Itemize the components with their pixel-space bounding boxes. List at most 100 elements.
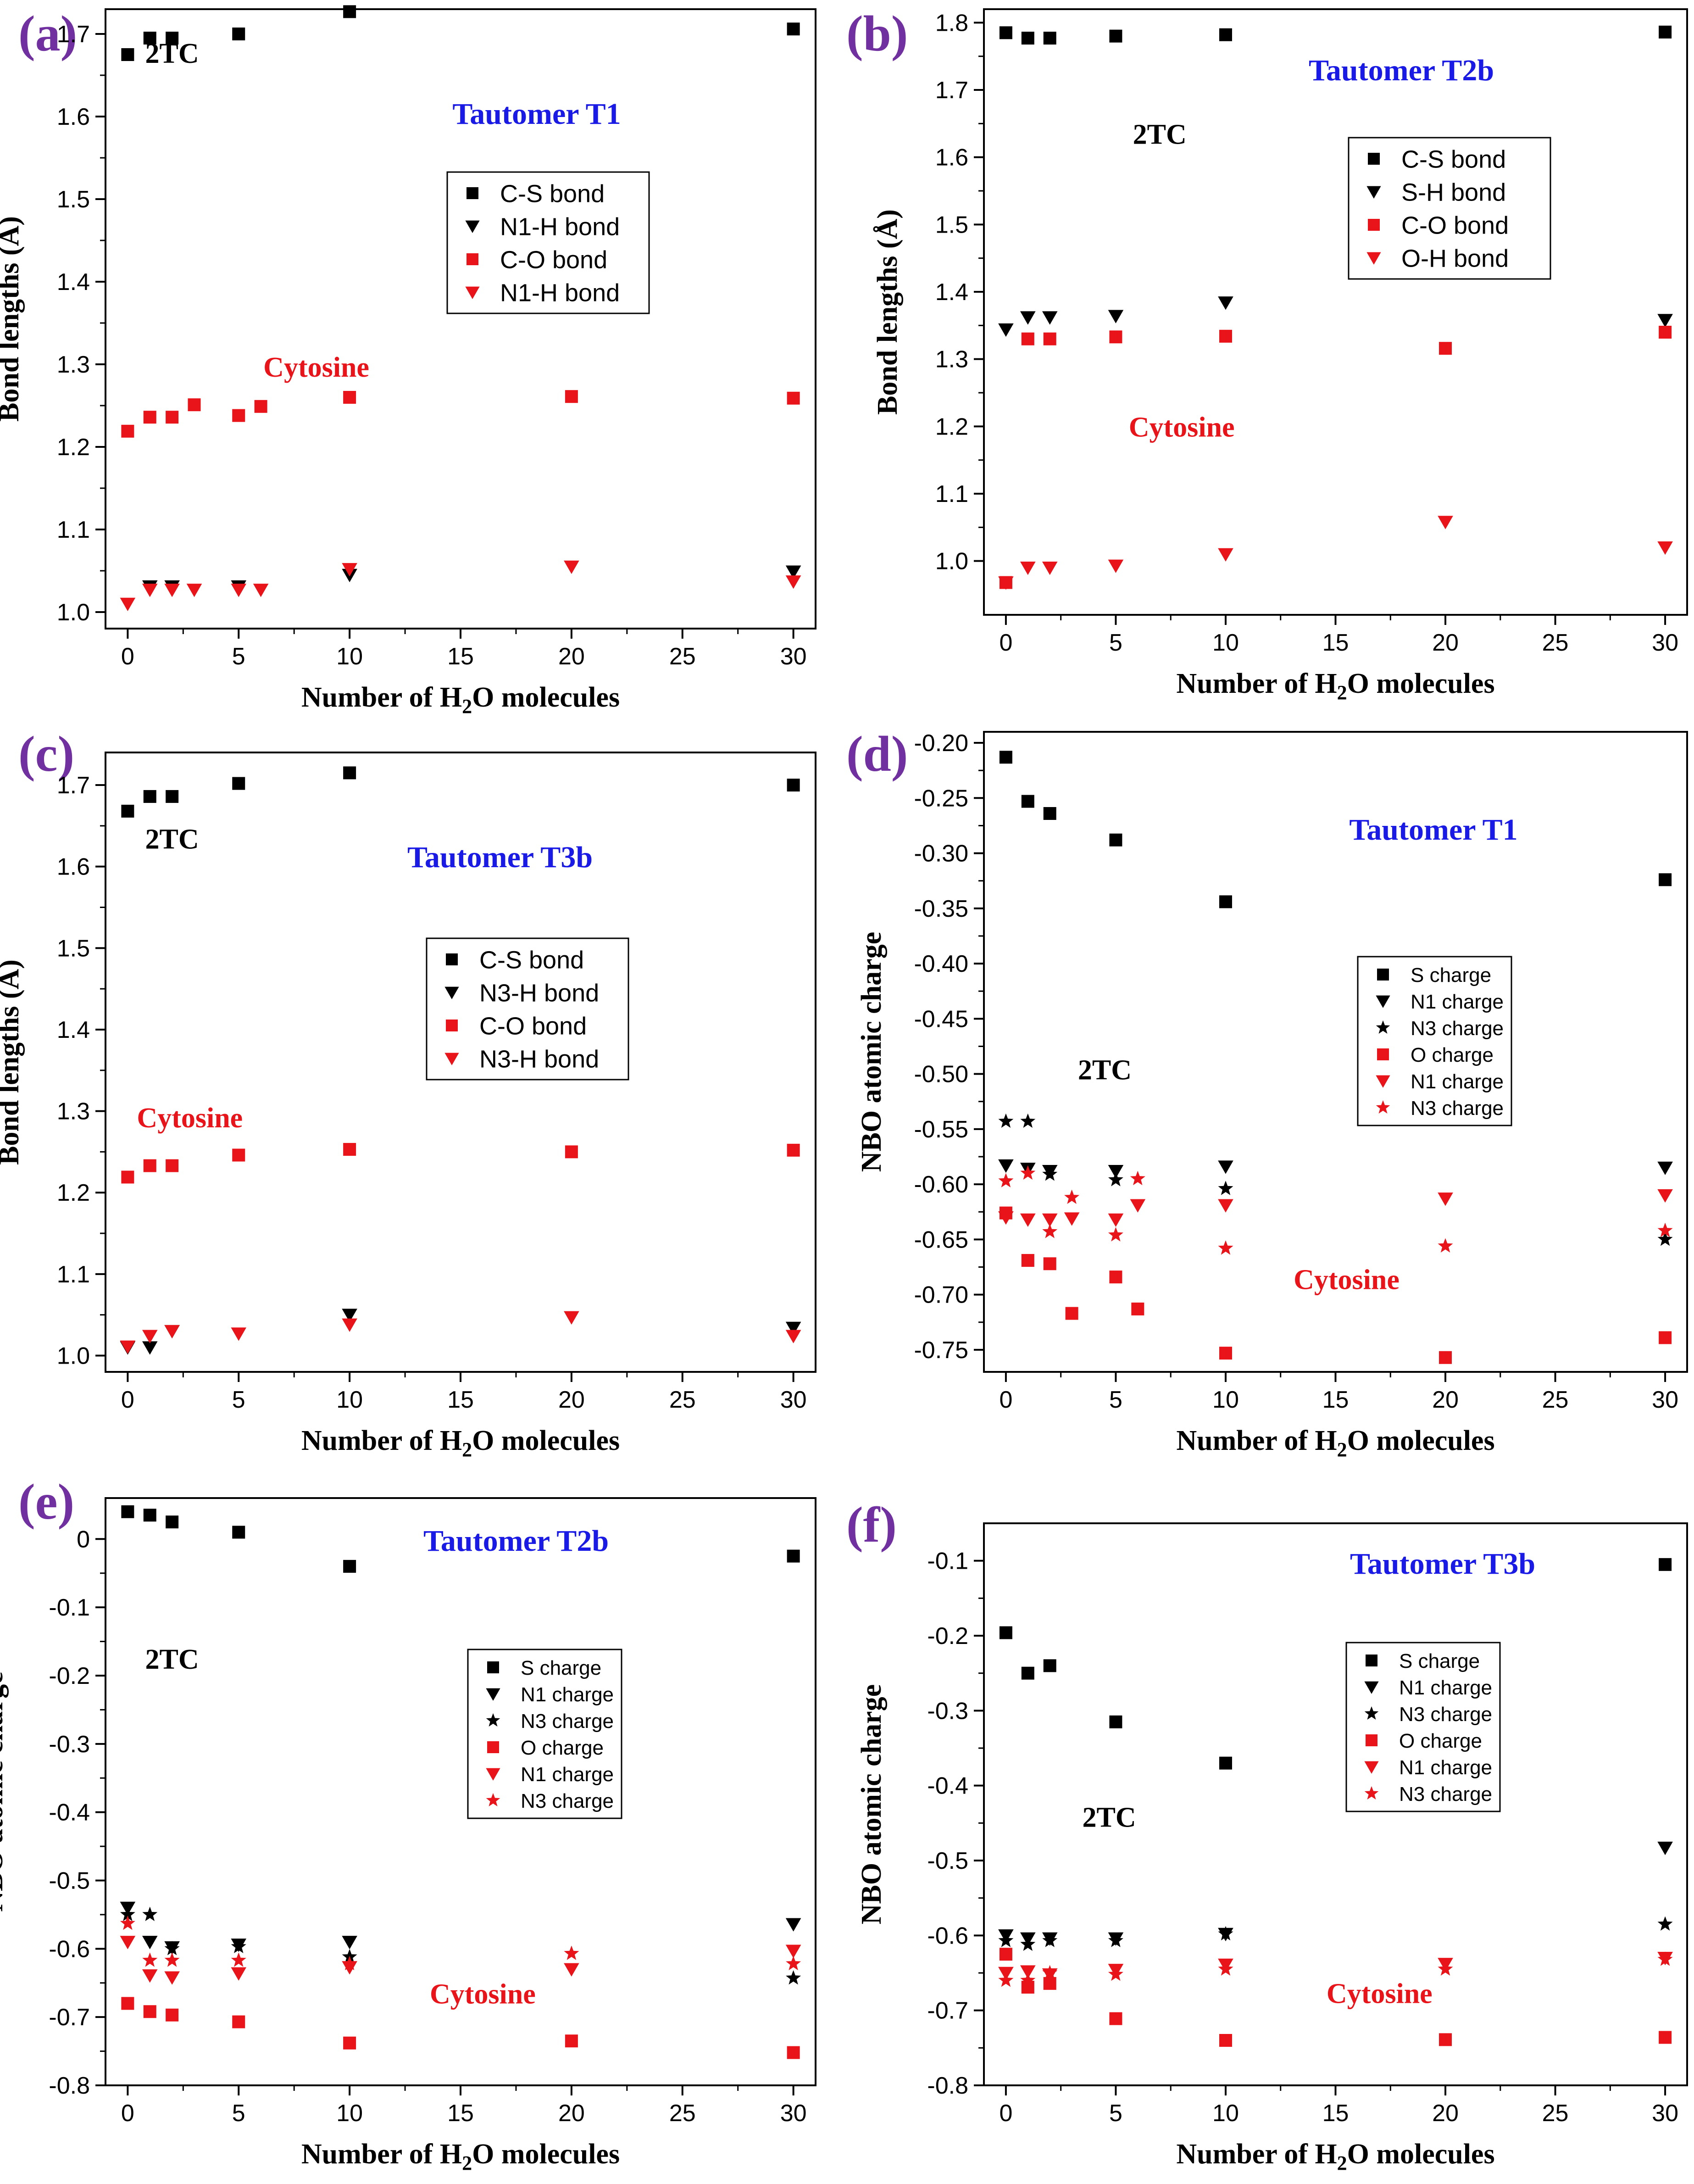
x-tick-label: 25	[669, 643, 696, 670]
legend-marker	[487, 1661, 499, 1673]
y-tick-label: 1.6	[57, 104, 90, 130]
y-tick-label: -0.8	[49, 2073, 90, 2099]
series-5	[998, 1951, 1673, 1987]
legend-entry: N3 charge	[1411, 1097, 1504, 1120]
annotation-cytosine: Cytosine	[1327, 1978, 1433, 2009]
x-tick-label: 15	[447, 2100, 474, 2127]
data-point	[343, 1560, 356, 1573]
data-point	[231, 1939, 246, 1953]
x-axis-label: Number of H2O molecules	[1176, 668, 1494, 704]
data-point	[1020, 1113, 1036, 1128]
legend-box	[426, 937, 629, 1081]
legend-entry: S charge	[1399, 1650, 1480, 1672]
y-tick-label: -0.1	[49, 1594, 90, 1621]
data-point	[998, 1113, 1014, 1128]
legend-box	[1345, 1642, 1501, 1812]
data-point	[1218, 1240, 1233, 1255]
series-5	[120, 1915, 801, 1971]
legend-marker	[1366, 252, 1381, 265]
y-tick-label: -0.60	[914, 1171, 968, 1198]
data-point	[1219, 1756, 1232, 1770]
x-axis-label: Number of H2O molecules	[1176, 2139, 1494, 2174]
data-point	[1042, 1965, 1058, 1979]
chart-title: Tautomer T2b	[1309, 54, 1494, 87]
panel-label: (c)	[18, 726, 74, 782]
y-tick-label: 1.0	[57, 599, 90, 626]
legend-marker	[1366, 1655, 1377, 1666]
legend-entry: N1-H bond	[500, 279, 620, 306]
y-tick-label: -0.65	[914, 1226, 968, 1253]
data-point	[1439, 2033, 1452, 2046]
x-tick-label: 20	[1432, 2100, 1459, 2127]
legend-marker	[446, 953, 458, 965]
data-point	[1043, 1257, 1056, 1270]
data-point	[232, 1148, 245, 1162]
series-2	[999, 326, 1672, 589]
data-point	[1108, 1227, 1123, 1242]
data-point	[143, 2005, 156, 2018]
x-tick-label: 15	[1322, 630, 1349, 656]
data-point	[787, 22, 800, 36]
data-point	[120, 597, 136, 611]
data-point	[143, 32, 156, 45]
data-point	[342, 1309, 357, 1322]
panel-label: (a)	[18, 6, 77, 61]
y-tick-label: 1.6	[57, 854, 90, 880]
data-point	[343, 5, 356, 18]
data-point	[1109, 2012, 1122, 2025]
annotation-cytosine: Cytosine	[1129, 412, 1235, 443]
data-point	[1657, 1231, 1673, 1246]
legend-box	[1348, 137, 1551, 280]
legend-marker	[1376, 995, 1390, 1008]
chart-title: Tautomer T1	[1349, 813, 1517, 847]
data-point	[1218, 1961, 1233, 1976]
legend-entry: O charge	[1411, 1044, 1494, 1066]
legend-marker	[486, 1793, 500, 1806]
data-point	[1108, 310, 1124, 323]
y-tick-label: -0.70	[914, 1282, 968, 1309]
x-tick-label: 10	[336, 643, 363, 670]
data-point	[164, 1325, 180, 1339]
data-point	[998, 1211, 1014, 1225]
x-tick-label: 10	[1212, 2100, 1239, 2127]
legend-marker	[467, 253, 478, 265]
series-0	[999, 751, 1672, 908]
data-point	[1130, 1170, 1145, 1186]
legend-entry: C-S bond	[500, 180, 605, 207]
legend-entry: S-H bond	[1401, 178, 1506, 206]
x-tick-label: 25	[1542, 2100, 1569, 2127]
y-tick-label: 1.7	[57, 21, 90, 48]
y-tick-label: -0.30	[914, 841, 968, 867]
x-tick-label: 20	[1432, 1387, 1459, 1413]
y-tick-label: -0.25	[914, 785, 968, 812]
data-point	[1659, 25, 1672, 39]
x-tick-label: 0	[121, 1387, 134, 1413]
x-tick-label: 25	[1542, 1387, 1569, 1413]
y-tick-label: 1.1	[57, 1261, 90, 1288]
series-3	[999, 1948, 1672, 2047]
legend-entry: N3-H bond	[479, 979, 599, 1007]
data-point	[787, 391, 800, 405]
data-point	[143, 411, 156, 424]
data-point	[1021, 1666, 1034, 1680]
x-tick-label: 0	[999, 1387, 1012, 1413]
data-point	[1042, 1166, 1058, 1181]
data-point	[785, 1330, 801, 1343]
data-point	[1219, 28, 1232, 41]
legend-marker	[1377, 1048, 1389, 1060]
series-4	[998, 1189, 1673, 1227]
x-tick-label: 0	[999, 630, 1012, 656]
data-point	[232, 28, 245, 40]
legend-entry: O charge	[1399, 1730, 1482, 1752]
data-point	[1659, 2031, 1672, 2044]
data-point	[565, 390, 578, 403]
data-point	[785, 1321, 801, 1336]
y-tick-label: 1.3	[935, 346, 968, 373]
legend-entry: N1 charge	[1411, 1070, 1504, 1093]
legend-marker	[444, 1053, 459, 1065]
data-point	[142, 1936, 158, 1950]
legend-marker	[486, 1688, 500, 1701]
data-point	[998, 576, 1014, 590]
data-point	[999, 751, 1012, 764]
y-axis-label: Bond lengths (Å)	[0, 959, 25, 1165]
